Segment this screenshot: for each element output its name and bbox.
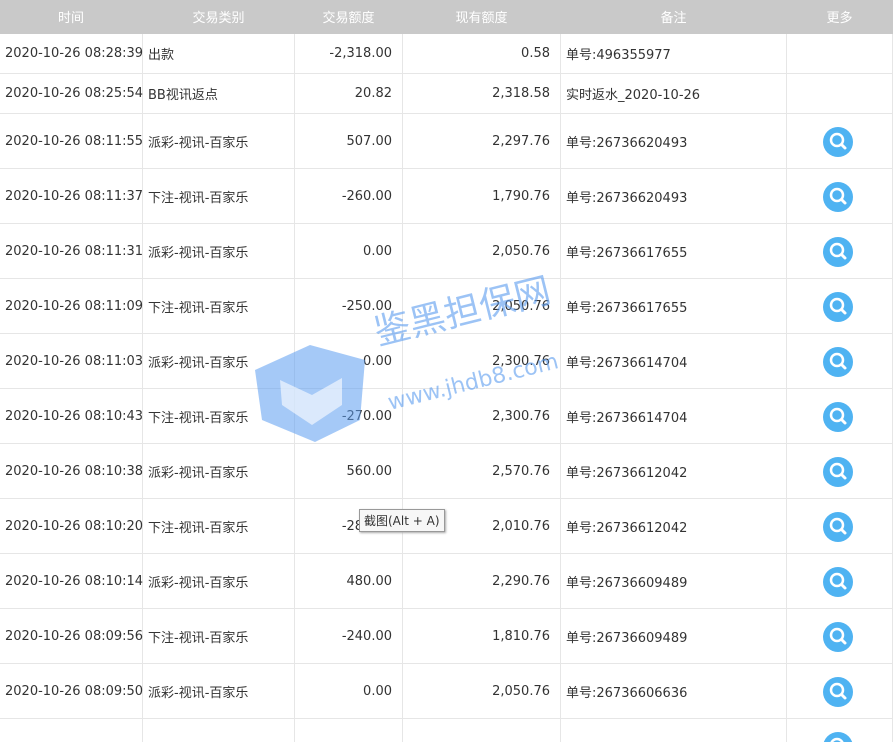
- table-cell: 出款: [143, 34, 295, 74]
- table-cell: 1,810.76: [403, 609, 561, 664]
- table-cell: 0.00: [295, 664, 403, 719]
- table-cell: 下注-视讯-百家乐: [143, 279, 295, 334]
- table-cell: 480.00: [295, 554, 403, 609]
- table-cell: 下注-视讯-百家乐: [143, 609, 295, 664]
- table-cell: -260.00: [295, 169, 403, 224]
- table-cell: 2,300.76: [403, 389, 561, 444]
- table-cell: 实时返水_2020-10-26: [561, 74, 787, 114]
- table-cell: 下注-视讯-百家乐: [143, 499, 295, 554]
- search-button[interactable]: [823, 676, 853, 707]
- table-cell: 下注-视讯-百家乐: [143, 389, 295, 444]
- table-cell: [403, 719, 561, 742]
- table-cell: 单号:26736617655: [561, 279, 787, 334]
- table-cell: [561, 719, 787, 742]
- table-cell: [143, 719, 295, 742]
- table-cell: 派彩-视讯-百家乐: [143, 224, 295, 279]
- table-cell: 派彩-视讯-百家乐: [143, 664, 295, 719]
- table-cell: 单号:26736612042: [561, 444, 787, 499]
- table-cell: 2,050.76: [403, 279, 561, 334]
- header-cell: 交易额度: [295, 0, 403, 34]
- table-cell: 单号:26736620493: [561, 169, 787, 224]
- table-cell: 2,010.76: [403, 499, 561, 554]
- table-cell: -240.00: [295, 609, 403, 664]
- table-cell: 2,570.76: [403, 444, 561, 499]
- more-cell: [787, 74, 893, 114]
- header-cell: 备注: [561, 0, 787, 34]
- header-cell: 交易类别: [143, 0, 295, 34]
- search-button[interactable]: [823, 731, 853, 742]
- tooltip: 截图(Alt + A): [359, 509, 445, 532]
- search-button[interactable]: [823, 511, 853, 542]
- table-cell: [0, 719, 143, 742]
- table-cell: 单号:26736606636: [561, 664, 787, 719]
- table-cell: 单号:26736612042: [561, 499, 787, 554]
- table-cell: 单号:496355977: [561, 34, 787, 74]
- table-cell: 派彩-视讯-百家乐: [143, 444, 295, 499]
- table-cell: 0.00: [295, 224, 403, 279]
- search-button[interactable]: [823, 181, 853, 212]
- search-button[interactable]: [823, 236, 853, 267]
- table-cell: 2020-10-26 08:11:31: [0, 224, 143, 279]
- table-cell: 派彩-视讯-百家乐: [143, 554, 295, 609]
- table-cell: 单号:26736609489: [561, 609, 787, 664]
- table-cell: 单号:26736614704: [561, 334, 787, 389]
- table-cell: [295, 719, 403, 742]
- search-button[interactable]: [823, 126, 853, 157]
- table-cell: 单号:26736620493: [561, 114, 787, 169]
- search-button[interactable]: [823, 621, 853, 652]
- table-cell: 2020-10-26 08:10:20: [0, 499, 143, 554]
- table-cell: 2020-10-26 08:25:54: [0, 74, 143, 114]
- table-cell: 1,790.76: [403, 169, 561, 224]
- table-cell: 2020-10-26 08:09:56: [0, 609, 143, 664]
- header-cell: 时间: [0, 0, 143, 34]
- table-cell: 2020-10-26 08:10:38: [0, 444, 143, 499]
- table-cell: -270.00: [295, 389, 403, 444]
- table-cell: 2020-10-26 08:10:14: [0, 554, 143, 609]
- table-cell: 2020-10-26 08:11:09: [0, 279, 143, 334]
- table-cell: 2,050.76: [403, 664, 561, 719]
- table-cell: 2020-10-26 08:09:50: [0, 664, 143, 719]
- table-cell: -250.00: [295, 279, 403, 334]
- table-cell: 2,290.76: [403, 554, 561, 609]
- search-button[interactable]: [823, 346, 853, 377]
- table-cell: 2,318.58: [403, 74, 561, 114]
- table-cell: 2020-10-26 08:10:43: [0, 389, 143, 444]
- table-cell: 2,050.76: [403, 224, 561, 279]
- table-cell: 2020-10-26 08:11:55: [0, 114, 143, 169]
- header-cell: 现有额度: [403, 0, 561, 34]
- table-cell: 560.00: [295, 444, 403, 499]
- table-cell: 单号:26736609489: [561, 554, 787, 609]
- table-cell: 派彩-视讯-百家乐: [143, 334, 295, 389]
- table-cell: 单号:26736614704: [561, 389, 787, 444]
- table-cell: 单号:26736617655: [561, 224, 787, 279]
- more-cell: [787, 34, 893, 74]
- table-cell: BB视讯返点: [143, 74, 295, 114]
- table-cell: 2020-10-26 08:11:03: [0, 334, 143, 389]
- table-cell: -2,318.00: [295, 34, 403, 74]
- search-button[interactable]: [823, 566, 853, 597]
- search-button[interactable]: [823, 456, 853, 487]
- table-cell: 2,297.76: [403, 114, 561, 169]
- search-button[interactable]: [823, 291, 853, 322]
- table-cell: 20.82: [295, 74, 403, 114]
- table-cell: 下注-视讯-百家乐: [143, 169, 295, 224]
- table-cell: 0.00: [295, 334, 403, 389]
- header-cell: 更多: [787, 0, 893, 34]
- table-cell: 派彩-视讯-百家乐: [143, 114, 295, 169]
- table-cell: 2,300.76: [403, 334, 561, 389]
- table-cell: 2020-10-26 08:28:39: [0, 34, 143, 74]
- search-button[interactable]: [823, 401, 853, 432]
- table-cell: 507.00: [295, 114, 403, 169]
- table-cell: 2020-10-26 08:11:37: [0, 169, 143, 224]
- table-cell: 0.58: [403, 34, 561, 74]
